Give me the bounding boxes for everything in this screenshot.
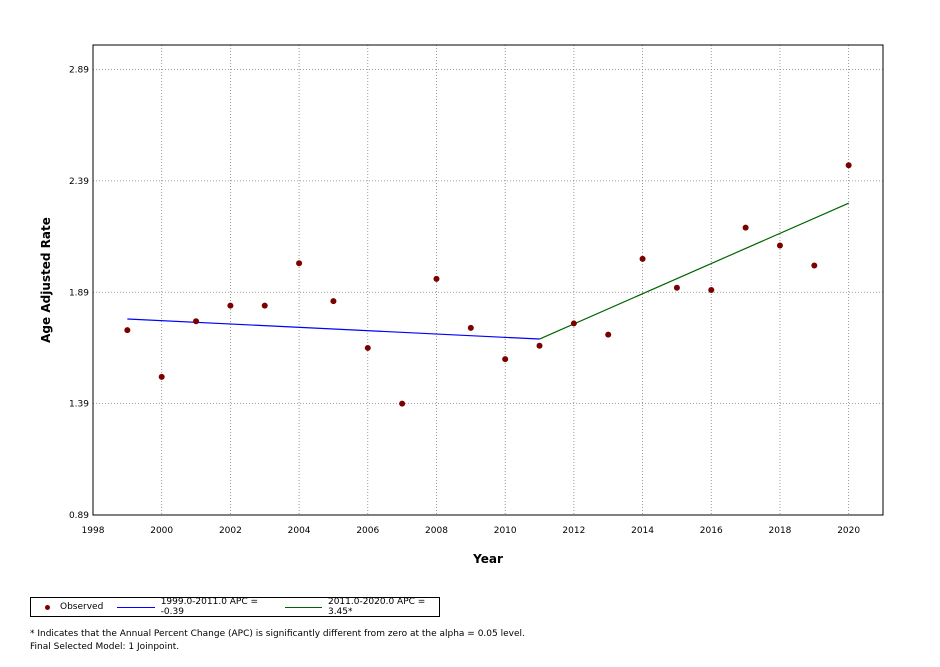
observed-point [193,318,200,325]
legend-label-segment-1: 1999.0-2011.0 APC = -0.39 [160,597,259,617]
observed-point [330,298,337,305]
observed-point [742,224,749,231]
x-tick-label: 2014 [631,526,654,536]
x-tick-label: 2020 [837,526,860,536]
observed-point [570,320,577,327]
observed-point [158,373,165,380]
plot-area-border [92,44,884,516]
axis-ticks: 1998 2000 2002 2004 2006 2008 2010 2012 2014 2016… [69,66,860,536]
x-tick-label: 2012 [562,526,585,536]
y-tick-label: 0.89 [69,511,89,521]
grid-lines [93,45,883,515]
observed-point [433,275,440,282]
x-tick-label: 2008 [425,526,448,536]
y-tick-label: 1.39 [69,400,89,410]
observed-point [227,302,234,309]
trend-line-segment-1 [127,318,540,340]
observed-point [811,262,818,269]
y-tick-label: 1.89 [69,288,89,298]
x-tick-label: 2004 [288,526,311,536]
observed-point [261,302,268,309]
significance-note: * Indicates that the Annual Percent Chan… [30,629,525,639]
x-tick-label: 2018 [769,526,792,536]
legend: Observed 1999.0-2011.0 APC = -0.39 2011.… [30,597,440,617]
legend-label-observed: Observed [60,602,104,612]
observed-point [364,344,371,351]
observed-points [124,162,852,407]
observed-point [296,260,303,267]
legend-item-observed: Observed [45,602,103,612]
x-tick-label: 1998 [82,526,105,536]
trend-lines [127,202,849,340]
x-tick-label: 2002 [219,526,242,536]
footnotes: * Indicates that the Annual Percent Chan… [30,628,525,654]
observed-point [605,331,612,338]
observed-point [639,255,646,262]
observed-point [502,356,509,363]
segment-2-line-icon [284,606,322,608]
y-tick-label: 2.89 [69,66,89,76]
observed-point [673,284,680,291]
joinpoint-chart: 1998 2000 2002 2004 2006 2008 2010 2012 2014 2016… [39,44,884,566]
segment-1-line-icon [117,606,155,608]
legend-item-segment-1: 1999.0-2011.0 APC = -0.39 [117,597,270,617]
legend-label-segment-2: 2011.0-2020.0 APC = 3.45* [327,597,426,617]
trend-line-segment-2 [539,202,849,340]
observed-point [124,327,131,334]
x-axis-title: Year [472,552,503,566]
observed-point [845,162,852,169]
observed-point [708,287,715,294]
observed-marker-icon [45,604,50,610]
y-tick-label: 2.39 [69,177,89,187]
observed-point [399,400,406,407]
model-note: Final Selected Model: 1 Joinpoint. [30,642,180,652]
x-tick-label: 2000 [150,526,173,536]
x-tick-label: 2016 [700,526,723,536]
y-axis-title: Age Adjusted Rate [39,217,53,343]
x-tick-label: 2010 [494,526,517,536]
observed-point [776,242,783,249]
observed-point [536,342,543,349]
x-tick-label: 2006 [356,526,379,536]
legend-item-segment-2: 2011.0-2020.0 APC = 3.45* [284,597,439,617]
observed-point [467,324,474,331]
